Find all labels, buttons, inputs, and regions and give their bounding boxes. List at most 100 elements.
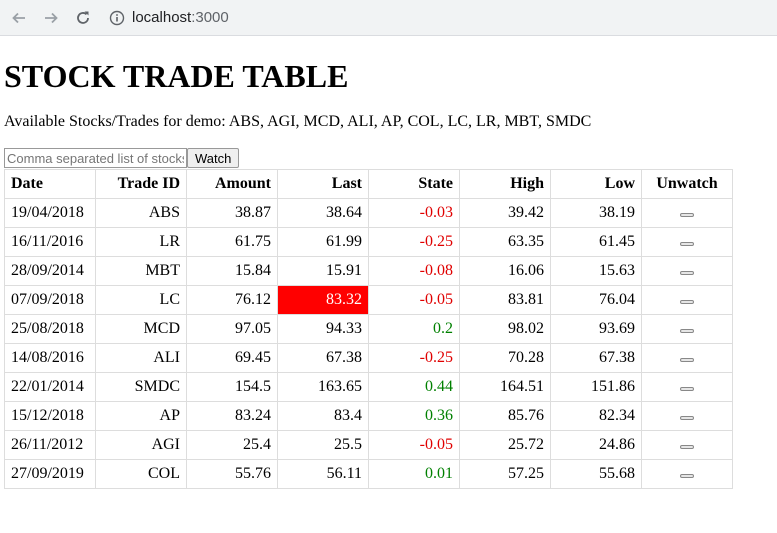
available-stocks-text: Available Stocks/Trades for demo: ABS, A… (4, 113, 592, 130)
cell-date: 22/01/2014 (5, 373, 96, 402)
cell-unwatch (642, 460, 732, 488)
back-arrow-icon (12, 12, 25, 23)
cell-high: 164.51 (460, 373, 551, 402)
cell-low: 93.69 (551, 315, 642, 344)
cell-state: -0.05 (369, 431, 460, 460)
cell-state: 0.36 (369, 402, 460, 431)
table-row: 26/11/2012 AGI 25.4 25.5 -0.05 25.72 24.86 (5, 431, 732, 460)
cell-date: 26/11/2012 (5, 431, 96, 460)
cell-amount: 154.5 (187, 373, 278, 402)
cell-last: 83.4 (278, 402, 369, 431)
cell-high: 98.02 (460, 315, 551, 344)
cell-high: 39.42 (460, 199, 551, 228)
address-bar[interactable]: localhost:3000 (108, 4, 229, 32)
table-row: 22/01/2014 SMDC 154.5 163.65 0.44 164.51 151.8… (5, 373, 732, 402)
header-last: Last (278, 170, 369, 199)
unwatch-button[interactable] (680, 474, 694, 479)
cell-amount: 61.75 (187, 228, 278, 257)
browser-toolbar: localhost:3000 (0, 0, 777, 36)
url-port: :3000 (191, 9, 229, 26)
reload-icon (77, 11, 89, 24)
unwatch-button[interactable] (680, 271, 694, 276)
cell-state: -0.03 (369, 199, 460, 228)
table-row: 27/09/2019 COL 55.76 56.11 0.01 57.25 55.68 (5, 460, 732, 488)
cell-unwatch (642, 431, 732, 460)
url-host: localhost (132, 9, 192, 26)
cell-high: 85.76 (460, 402, 551, 431)
cell-last: 38.64 (278, 199, 369, 228)
cell-trade-id: LR (96, 228, 187, 257)
table-row: 14/08/2016 ALI 69.45 67.38 -0.25 70.28 67.38 (5, 344, 732, 373)
cell-unwatch (642, 228, 732, 257)
cell-state: 0.01 (369, 460, 460, 488)
cell-unwatch (642, 373, 732, 402)
header-high: High (460, 170, 551, 199)
stock-list-input[interactable] (4, 148, 187, 168)
cell-date: 07/09/2018 (5, 286, 96, 315)
cell-state: 0.2 (369, 315, 460, 344)
table-row: 19/04/2018 ABS 38.87 38.64 -0.03 39.42 38.19 (5, 199, 732, 228)
cell-high: 70.28 (460, 344, 551, 373)
page-content: STOCK TRADE TABLE Available Stocks/Trade… (0, 58, 777, 489)
cell-high: 63.35 (460, 228, 551, 257)
table-header-row: Date Trade ID Amount Last State High Low… (5, 170, 732, 199)
cell-amount: 25.4 (187, 431, 278, 460)
cell-amount: 55.76 (187, 460, 278, 488)
unwatch-button[interactable] (680, 300, 694, 305)
unwatch-button[interactable] (680, 329, 694, 334)
unwatch-button[interactable] (680, 242, 694, 247)
cell-last: 94.33 (278, 315, 369, 344)
reload-button[interactable] (73, 8, 93, 28)
unwatch-button[interactable] (680, 358, 694, 363)
watch-form: Watch (4, 148, 773, 168)
cell-high: 57.25 (460, 460, 551, 488)
cell-trade-id: MCD (96, 315, 187, 344)
forward-button[interactable] (41, 8, 61, 28)
cell-trade-id: ALI (96, 344, 187, 373)
cell-trade-id: ABS (96, 199, 187, 228)
cell-amount: 97.05 (187, 315, 278, 344)
cell-high: 83.81 (460, 286, 551, 315)
info-icon[interactable] (108, 9, 126, 27)
table-body: 19/04/2018 ABS 38.87 38.64 -0.03 39.42 38.19 16… (5, 199, 732, 488)
cell-last: 83.32 (278, 286, 369, 315)
cell-amount: 69.45 (187, 344, 278, 373)
table-row: 25/08/2018 MCD 97.05 94.33 0.2 98.02 93.69 (5, 315, 732, 344)
cell-amount: 83.24 (187, 402, 278, 431)
cell-amount: 15.84 (187, 257, 278, 286)
cell-high: 25.72 (460, 431, 551, 460)
back-button[interactable] (9, 8, 29, 28)
cell-state: 0.44 (369, 373, 460, 402)
unwatch-button[interactable] (680, 445, 694, 450)
cell-unwatch (642, 315, 732, 344)
cell-last: 163.65 (278, 373, 369, 402)
cell-trade-id: SMDC (96, 373, 187, 402)
unwatch-button[interactable] (680, 387, 694, 392)
table-row: 16/11/2016 LR 61.75 61.99 -0.25 63.35 61.45 (5, 228, 732, 257)
forward-arrow-icon (45, 12, 58, 23)
table-row: 28/09/2014 MBT 15.84 15.91 -0.08 16.06 15.63 (5, 257, 732, 286)
header-state: State (369, 170, 460, 199)
cell-low: 15.63 (551, 257, 642, 286)
cell-last: 25.5 (278, 431, 369, 460)
cell-unwatch (642, 199, 732, 228)
table-row: 07/09/2018 LC 76.12 83.32 -0.05 83.81 76.04 (5, 286, 732, 315)
header-amount: Amount (187, 170, 278, 199)
cell-state: -0.05 (369, 286, 460, 315)
cell-date: 27/09/2019 (5, 460, 96, 488)
watch-button[interactable]: Watch (187, 148, 240, 168)
header-low: Low (551, 170, 642, 199)
cell-low: 61.45 (551, 228, 642, 257)
cell-state: -0.08 (369, 257, 460, 286)
cell-date: 19/04/2018 (5, 199, 96, 228)
cell-state: -0.25 (369, 344, 460, 373)
cell-last: 67.38 (278, 344, 369, 373)
unwatch-button[interactable] (680, 213, 694, 218)
stock-trade-table: Date Trade ID Amount Last State High Low… (4, 169, 733, 489)
header-date: Date (5, 170, 96, 199)
cell-last: 56.11 (278, 460, 369, 488)
unwatch-button[interactable] (680, 416, 694, 421)
cell-trade-id: COL (96, 460, 187, 488)
cell-date: 15/12/2018 (5, 402, 96, 431)
cell-last: 61.99 (278, 228, 369, 257)
